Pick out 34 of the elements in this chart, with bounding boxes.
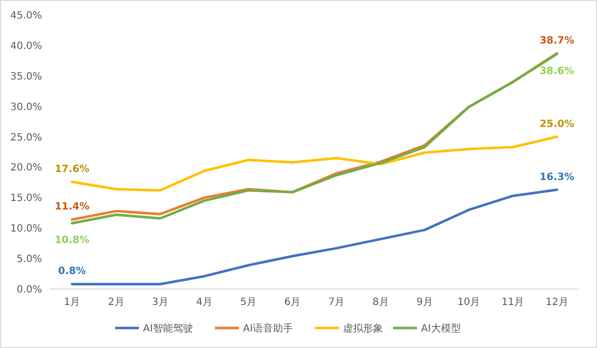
y-tick-label: 30.0% [10, 102, 42, 113]
y-tick-label: 45.0% [10, 10, 42, 22]
x-tick-label: 6月 [284, 297, 301, 308]
legend-label: AI大模型 [421, 322, 461, 334]
x-tick-label: 1月 [64, 297, 80, 308]
legend-label: 虚拟形象 [343, 322, 383, 334]
x-tick-label: 7月 [328, 297, 345, 308]
data-label: 11.4% [54, 202, 90, 213]
x-tick-label: 8月 [372, 297, 389, 308]
y-tick-label: 35.0% [10, 71, 42, 82]
data-label: 17.6% [54, 164, 90, 175]
data-label: 16.3% [540, 172, 574, 183]
x-tick-label: 4月 [196, 297, 212, 308]
x-tick-label: 5月 [240, 297, 257, 308]
x-tick-label: 10月 [457, 297, 480, 308]
y-tick-label: 40.0% [10, 40, 42, 52]
data-label: 10.8% [54, 235, 90, 246]
data-label: 25.0% [540, 118, 574, 130]
y-tick-label: 20.0% [10, 162, 42, 174]
data-label: 38.7% [540, 35, 574, 46]
legend-label: AI语音助手 [243, 322, 293, 334]
y-tick-label: 0.0% [16, 284, 42, 296]
x-tick-label: 9月 [416, 297, 433, 308]
y-tick-label: 25.0% [10, 132, 42, 144]
x-tick-label: 3月 [152, 297, 168, 308]
data-label: 38.6% [540, 66, 574, 77]
x-tick-label: 2月 [108, 297, 124, 308]
x-tick-label: 11月 [502, 297, 524, 308]
y-tick-label: 5.0% [16, 254, 42, 266]
x-tick-label: 12月 [546, 297, 568, 308]
data-label: 0.8% [58, 266, 86, 278]
y-tick-label: 15.0% [10, 193, 42, 204]
y-tick-label: 10.0% [10, 224, 42, 235]
legend-label: AI智能驾驶 [143, 322, 193, 334]
